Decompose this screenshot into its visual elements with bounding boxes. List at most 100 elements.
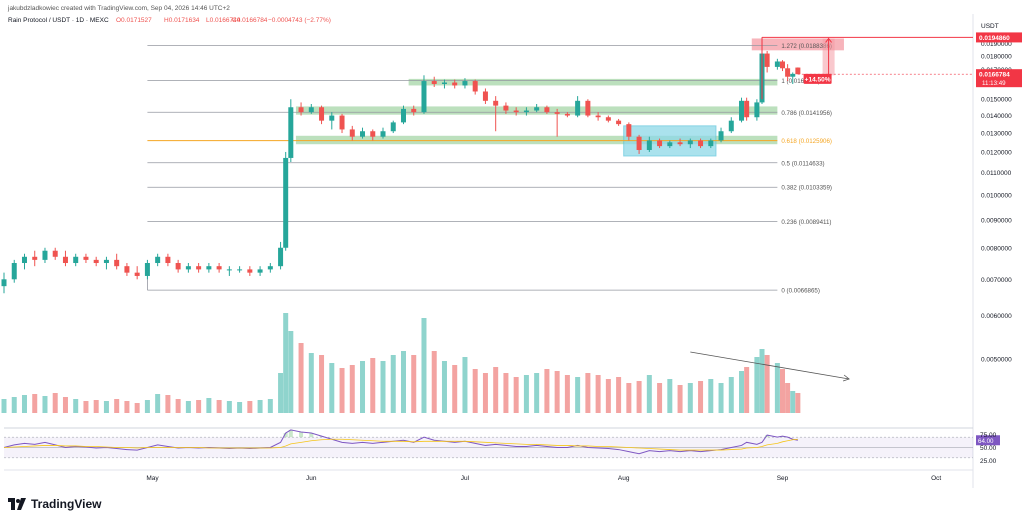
candle-body bbox=[452, 82, 458, 86]
volume-bar bbox=[431, 351, 437, 413]
y-tick-label: 0.0150000 bbox=[981, 97, 1012, 104]
volume-bar bbox=[52, 393, 58, 413]
volume-bar bbox=[503, 373, 509, 413]
rsi-tick-label: 25.00 bbox=[980, 458, 997, 465]
y-tick-label: 0.0140000 bbox=[981, 113, 1012, 120]
tradingview-logo: TradingView bbox=[8, 497, 101, 511]
volume-bar bbox=[73, 399, 79, 413]
volume-bar bbox=[739, 371, 745, 413]
volume-bar bbox=[288, 331, 294, 413]
fib-label-0.236: 0.236 (0.0089411) bbox=[781, 219, 831, 226]
volume-bar bbox=[42, 396, 48, 413]
x-tick-label: Oct bbox=[931, 475, 941, 482]
candle-body bbox=[687, 140, 693, 145]
candle-body bbox=[267, 266, 273, 270]
measure-label: +14.50% bbox=[805, 76, 831, 83]
candle-body bbox=[196, 266, 202, 270]
candle-body bbox=[370, 131, 376, 137]
volume-bar bbox=[226, 401, 232, 413]
candle-body bbox=[785, 68, 791, 77]
candle-body bbox=[124, 266, 130, 273]
rsi-tick-label: 75.00 bbox=[980, 432, 997, 439]
candle-body bbox=[73, 256, 79, 264]
symbol-title: Rain Protocol / USDT · 1D · MEXC bbox=[8, 17, 109, 24]
candle-body bbox=[513, 110, 519, 113]
candle-body bbox=[657, 140, 663, 147]
fib-label-0.786: 0.786 (0.0141956) bbox=[781, 110, 832, 117]
volume-bar bbox=[718, 383, 724, 413]
volume-bar bbox=[165, 395, 171, 413]
volume-bar bbox=[1, 399, 7, 413]
volume-bar bbox=[534, 373, 540, 413]
countdown-label: 11:13:49 bbox=[982, 80, 1006, 87]
candle-body bbox=[283, 157, 289, 248]
volume-bar bbox=[155, 394, 161, 413]
fib-label-0.5: 0.5 (0.0114633) bbox=[781, 160, 824, 167]
y-tick-label: 0.0100000 bbox=[981, 193, 1012, 200]
volume-bar bbox=[247, 401, 253, 413]
y-tick-label: 0.0080000 bbox=[981, 245, 1012, 252]
creator-line: jakubdzladkowiec created with TradingVie… bbox=[7, 5, 230, 12]
rsi-overbought-fill bbox=[283, 429, 785, 438]
candle-body bbox=[493, 100, 499, 106]
candle-body bbox=[698, 140, 704, 147]
volume-trend-arrow bbox=[842, 374, 850, 382]
volume-bar bbox=[329, 363, 335, 413]
y-tick-label: 0.0070000 bbox=[981, 277, 1012, 284]
target-price-label: 0.0194860 bbox=[979, 35, 1010, 42]
candle-body bbox=[585, 100, 591, 116]
candle-body bbox=[380, 131, 386, 137]
y-tick-label: 0.0110000 bbox=[981, 170, 1012, 177]
volume-bar bbox=[646, 375, 652, 413]
volume-bar bbox=[779, 369, 785, 413]
x-tick-label: Sep bbox=[777, 475, 789, 482]
volume-bar bbox=[687, 383, 693, 413]
volume-bar bbox=[605, 379, 611, 413]
candle-body bbox=[646, 140, 652, 150]
candle-body bbox=[795, 67, 801, 75]
candle-body bbox=[32, 256, 38, 260]
volume-bar bbox=[349, 365, 355, 413]
y-tick-label: 0.0190000 bbox=[981, 41, 1012, 48]
volume-bar bbox=[636, 381, 642, 413]
candle-body bbox=[554, 112, 560, 114]
candle-body bbox=[308, 107, 314, 113]
candle-body bbox=[237, 269, 243, 271]
candle-body bbox=[677, 142, 683, 145]
candle-body bbox=[360, 131, 366, 137]
candle-body bbox=[339, 115, 345, 130]
rsi-value-label: 64.00 bbox=[978, 438, 994, 445]
volume-bar bbox=[626, 383, 632, 413]
volume-bar bbox=[728, 377, 734, 413]
volume-bar bbox=[554, 371, 560, 413]
y-tick-label: 0.0090000 bbox=[981, 217, 1012, 224]
volume-bar bbox=[103, 401, 109, 413]
candle-body bbox=[1, 279, 7, 287]
volume-bar bbox=[677, 385, 683, 413]
candle-body bbox=[431, 81, 437, 84]
volume-bar bbox=[421, 318, 427, 413]
volume-bar bbox=[278, 373, 284, 413]
fib-label-0.382: 0.382 (0.0103359) bbox=[781, 185, 832, 192]
candle-body bbox=[744, 100, 750, 118]
ohlc-high: H0.0171634 bbox=[164, 17, 200, 24]
candle-body bbox=[708, 140, 714, 147]
measure-arrowhead bbox=[825, 37, 832, 43]
candle-body bbox=[667, 142, 673, 147]
volume-bar bbox=[175, 399, 181, 413]
volume-trend-line bbox=[690, 351, 850, 380]
volume-bar bbox=[667, 379, 673, 413]
measure-label-box bbox=[803, 73, 832, 84]
volume-bar bbox=[708, 379, 714, 413]
volume-bar bbox=[657, 383, 663, 413]
candle-body bbox=[216, 266, 222, 270]
candle-body bbox=[11, 263, 17, 280]
volume-bar bbox=[185, 401, 191, 413]
volume-bar bbox=[493, 367, 499, 413]
rsi-line bbox=[3, 429, 798, 455]
volume-bar bbox=[216, 400, 222, 413]
volume-bar bbox=[472, 369, 478, 413]
demand-zone-1 bbox=[408, 78, 778, 86]
candle-body bbox=[93, 259, 99, 264]
volume-bar bbox=[237, 402, 243, 413]
